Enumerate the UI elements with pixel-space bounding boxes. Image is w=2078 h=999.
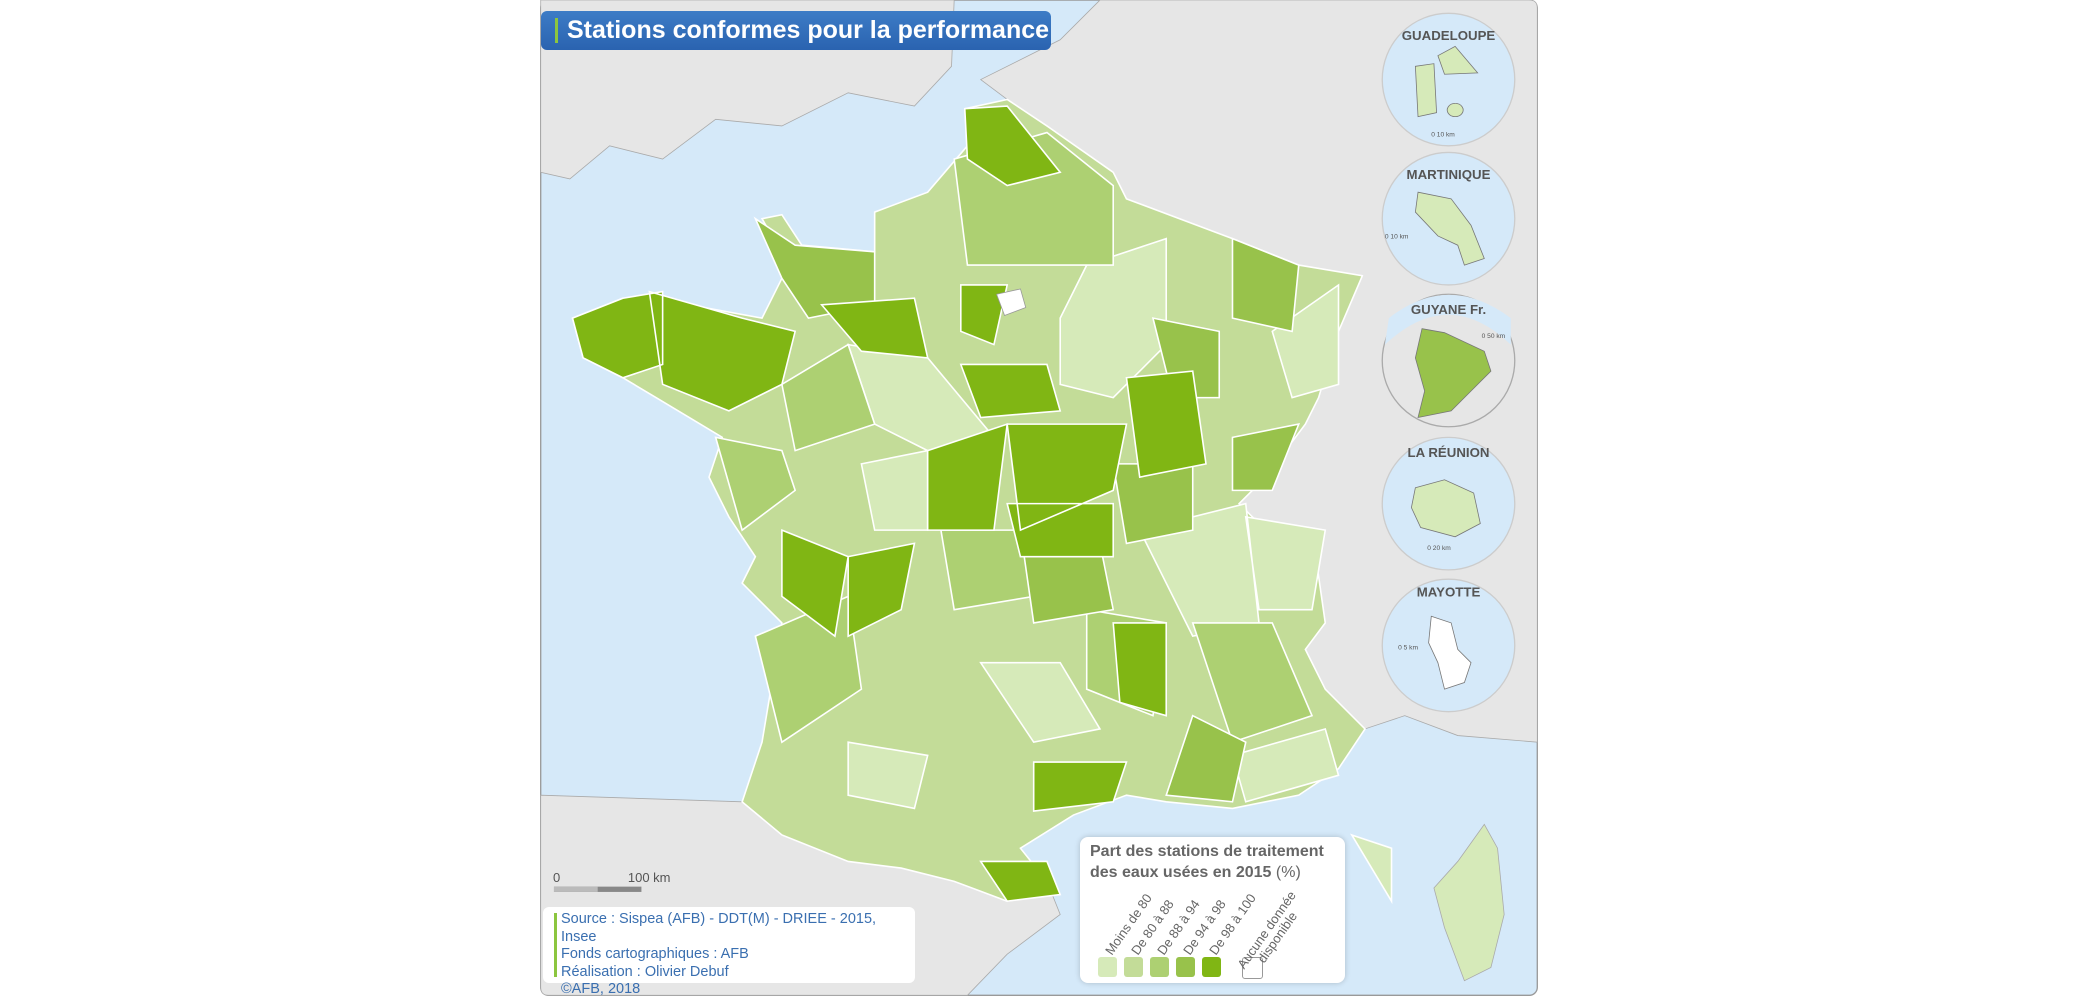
legend: Part des stations de traitement des eaux… [1080,837,1345,983]
legend-swatch [1176,957,1195,977]
inset-scale: 0 20 km [1427,545,1451,552]
source-line: Fonds cartographiques : AFB [561,946,749,962]
inset-label: LA RÉUNION [1408,445,1490,460]
legend-title-line2: des eaux usées en 2015 [1090,864,1272,881]
inset-reunion [1381,436,1516,571]
source-line: Source : Sispea (AFB) - DDT(M) - DRIEE -… [561,911,877,945]
legend-unit: (%) [1275,864,1301,881]
scale-zero: 0 [553,870,561,885]
source-line: ©AFB, 2018 [561,981,641,997]
legend-title-line1: Part des stations de traitement [1090,843,1324,860]
inset-scale: 0 50 km [1482,333,1506,340]
legend-swatch [1150,957,1169,977]
inset-label: GUYANE Fr. [1411,302,1486,317]
legend-swatch [1202,957,1221,977]
inset-guyane [1381,293,1516,428]
inset-martinique [1381,151,1516,286]
paris-no-data [996,288,1027,316]
scale-labels: 0 100 km [553,870,671,885]
inset-mayotte [1381,578,1516,713]
inset-scale: 0 5 km [1398,644,1418,651]
legend-title: Part des stations de traitement des eaux… [1090,841,1324,883]
inset-label: MAYOTTE [1417,584,1481,599]
legend-swatch [1098,957,1117,977]
corsica-land [1433,823,1505,982]
scale-distance: 100 km [627,870,671,885]
inset-guadeloupe [1381,12,1516,147]
source-box: Source : Sispea (AFB) - DDT(M) - DRIEE -… [543,907,915,997]
region-darkest [571,105,1207,903]
inset-label: MARTINIQUE [1407,167,1491,182]
legend-swatch [1242,957,1263,979]
legend-swatch [1124,957,1143,977]
inset-scale: 0 10 km [1431,132,1455,139]
map-title: Stations conformes pour la performance [541,11,1051,50]
source-line: Réalisation : Olivier Debuf [561,963,729,980]
inset-label: GUADELOUPE [1402,28,1496,43]
inset-scale: 0 10 km [1385,234,1409,241]
